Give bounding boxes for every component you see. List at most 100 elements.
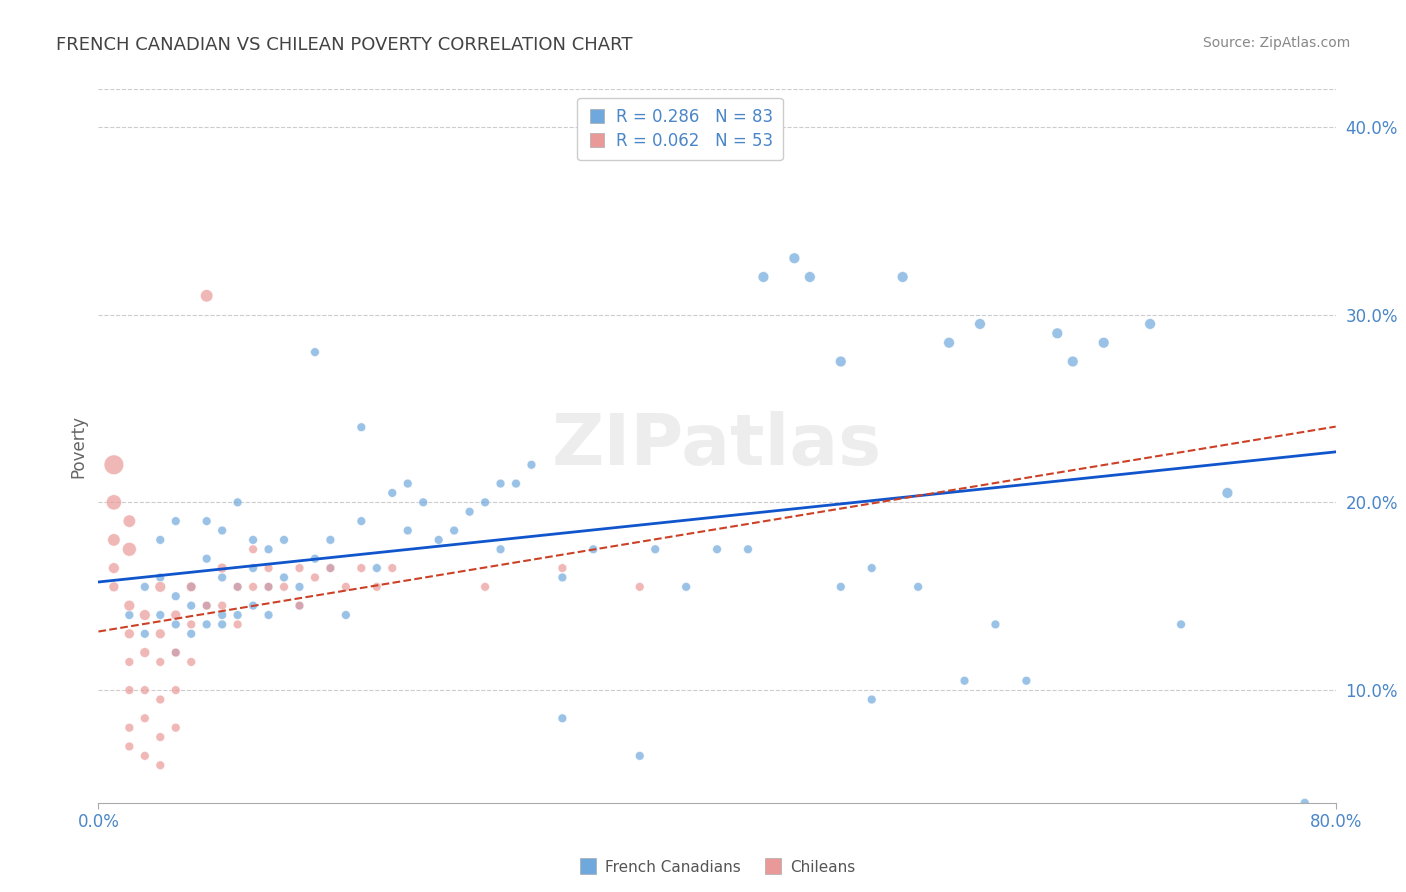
Point	[984, 617, 1007, 632]
Point	[628, 580, 651, 594]
Point	[953, 673, 976, 688]
Point	[319, 561, 342, 575]
Point	[551, 570, 574, 584]
Point	[366, 561, 388, 575]
Point	[412, 495, 434, 509]
Point	[149, 730, 172, 744]
Point	[149, 655, 172, 669]
Point	[226, 617, 249, 632]
Point	[242, 533, 264, 547]
Point	[134, 711, 156, 725]
Point	[520, 458, 543, 472]
Point	[1046, 326, 1069, 341]
Point	[195, 289, 218, 303]
Point	[118, 721, 141, 735]
Point	[180, 617, 202, 632]
Point	[180, 627, 202, 641]
Point	[165, 721, 187, 735]
Point	[335, 580, 357, 594]
Point	[474, 580, 496, 594]
Point	[628, 748, 651, 763]
Point	[288, 561, 311, 575]
Point	[474, 495, 496, 509]
Point	[118, 739, 141, 754]
Point	[211, 617, 233, 632]
Point	[350, 420, 373, 434]
Point	[134, 580, 156, 594]
Point	[134, 748, 156, 763]
Text: FRENCH CANADIAN VS CHILEAN POVERTY CORRELATION CHART: FRENCH CANADIAN VS CHILEAN POVERTY CORRE…	[56, 36, 633, 54]
Point	[1139, 317, 1161, 331]
Point	[304, 345, 326, 359]
Point	[134, 683, 156, 698]
Point	[319, 533, 342, 547]
Point	[134, 607, 156, 622]
Point	[489, 476, 512, 491]
Point	[180, 599, 202, 613]
Point	[860, 561, 883, 575]
Point	[118, 683, 141, 698]
Point	[118, 542, 141, 557]
Point	[830, 580, 852, 594]
Text: ZIPatlas: ZIPatlas	[553, 411, 882, 481]
Point	[1170, 617, 1192, 632]
Point	[226, 495, 249, 509]
Point	[134, 646, 156, 660]
Point	[226, 580, 249, 594]
Point	[675, 580, 697, 594]
Point	[350, 514, 373, 528]
Point	[907, 580, 929, 594]
Point	[211, 524, 233, 538]
Point	[288, 580, 311, 594]
Point	[211, 599, 233, 613]
Legend: French Canadians, Chileans: French Canadians, Chileans	[574, 854, 860, 880]
Point	[1015, 673, 1038, 688]
Point	[381, 561, 404, 575]
Point	[582, 542, 605, 557]
Point	[273, 580, 295, 594]
Point	[304, 551, 326, 566]
Point	[118, 607, 141, 622]
Point	[257, 561, 280, 575]
Point	[165, 646, 187, 660]
Point	[149, 533, 172, 547]
Point	[180, 655, 202, 669]
Point	[737, 542, 759, 557]
Point	[752, 270, 775, 285]
Point	[103, 561, 125, 575]
Point	[969, 317, 991, 331]
Point	[134, 627, 156, 641]
Point	[1216, 486, 1239, 500]
Point	[242, 599, 264, 613]
Point	[149, 758, 172, 772]
Point	[211, 607, 233, 622]
Point	[1092, 335, 1115, 350]
Point	[1294, 796, 1316, 810]
Point	[195, 599, 218, 613]
Point	[273, 570, 295, 584]
Point	[458, 505, 481, 519]
Point	[350, 561, 373, 575]
Point	[195, 514, 218, 528]
Point	[381, 486, 404, 500]
Point	[257, 607, 280, 622]
Point	[396, 524, 419, 538]
Point	[165, 683, 187, 698]
Point	[489, 542, 512, 557]
Point	[783, 251, 806, 265]
Point	[165, 617, 187, 632]
Point	[427, 533, 450, 547]
Point	[288, 599, 311, 613]
Point	[242, 580, 264, 594]
Point	[242, 561, 264, 575]
Point	[226, 580, 249, 594]
Point	[505, 476, 527, 491]
Point	[396, 476, 419, 491]
Point	[149, 570, 172, 584]
Point	[443, 524, 465, 538]
Point	[118, 599, 141, 613]
Point	[103, 533, 125, 547]
Point	[180, 580, 202, 594]
Point	[551, 561, 574, 575]
Point	[319, 561, 342, 575]
